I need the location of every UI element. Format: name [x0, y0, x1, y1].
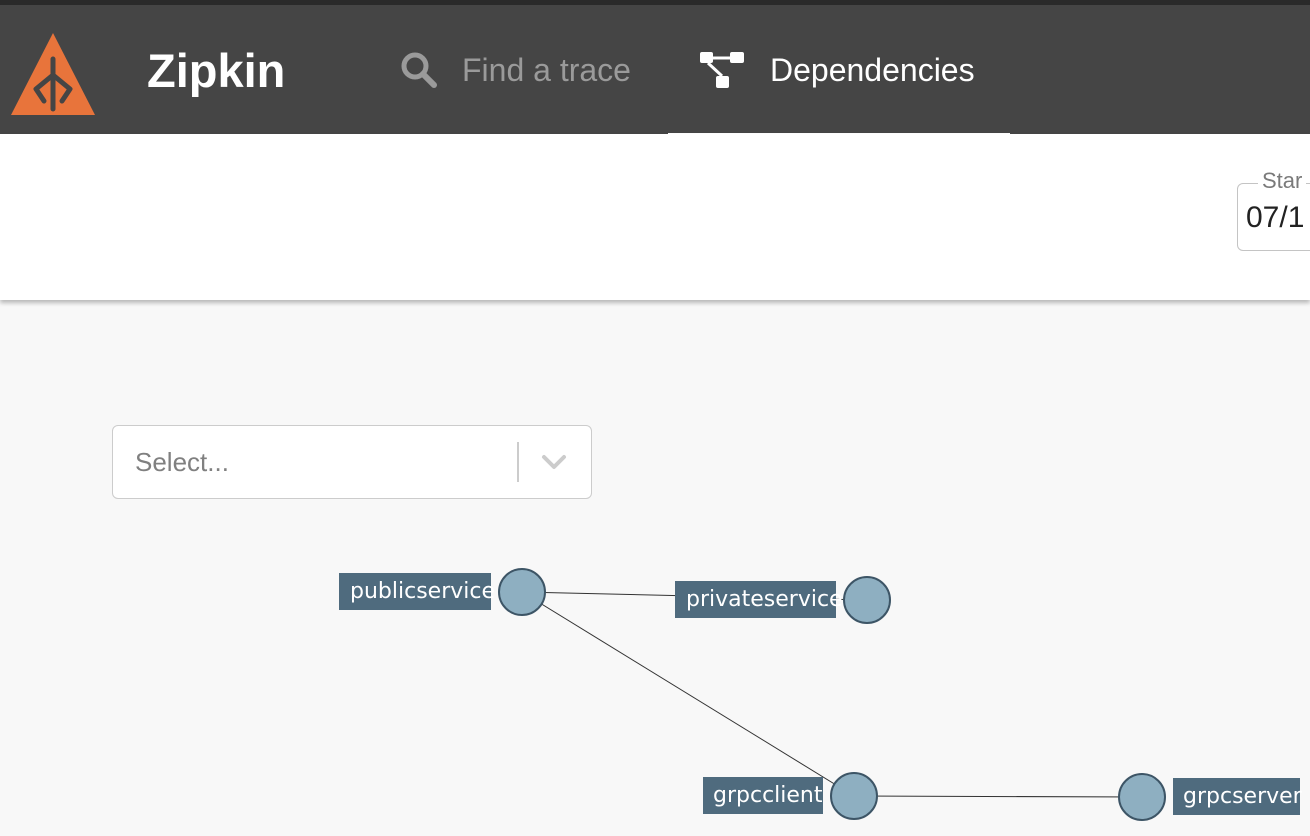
service-select[interactable]: Select...	[112, 425, 592, 499]
node-grpcclient[interactable]: grpcclient	[703, 772, 878, 820]
dependencies-content: publicservice privateservice grpcclient …	[0, 300, 1310, 836]
select-separator	[517, 442, 519, 482]
node-circle[interactable]	[1118, 773, 1166, 821]
node-label: grpcclient	[713, 783, 823, 808]
dependencies-icon	[698, 50, 746, 90]
node-label: publicservice	[350, 579, 495, 604]
tab-dependencies[interactable]: Dependencies	[668, 5, 1010, 134]
node-label: grpcserver	[1183, 784, 1303, 809]
app-brand[interactable]: Zipkin	[147, 44, 286, 97]
node-label: privateservice	[686, 587, 843, 612]
node-circle[interactable]	[843, 576, 891, 624]
edge-grpcclient-grpcserver	[853, 795, 1143, 798]
node-label-background	[1173, 778, 1300, 815]
node-label-background	[675, 581, 836, 618]
search-icon	[400, 51, 438, 89]
edge-publicservice-grpcclient	[521, 591, 855, 797]
start-time-field[interactable]: 07/1	[1237, 183, 1310, 251]
node-publicservice[interactable]: publicservice	[339, 568, 546, 616]
start-time-label: Star	[1258, 168, 1307, 194]
dependencies-toolbar: 07/1 Star	[0, 134, 1310, 300]
node-label-background	[339, 573, 491, 610]
dependency-graph[interactable]: publicservice privateservice grpcclient …	[0, 300, 1310, 836]
node-circle[interactable]	[830, 772, 878, 820]
zipkin-logo-icon[interactable]	[8, 29, 98, 121]
node-grpcserver[interactable]: grpcserver	[1118, 773, 1303, 821]
tab-dependencies-label: Dependencies	[770, 51, 975, 88]
start-time-value[interactable]: 07/1	[1246, 201, 1305, 234]
node-label-background	[703, 777, 823, 814]
tab-find-a-trace-label: Find a trace	[462, 51, 631, 88]
node-circle[interactable]	[498, 568, 546, 616]
node-privateservice[interactable]: privateservice	[675, 576, 891, 624]
chevron-down-icon[interactable]	[541, 452, 567, 477]
top-navigation-bar: Zipkin Find a trace Dependencies	[0, 0, 1310, 139]
tab-find-a-trace[interactable]: Find a trace	[400, 5, 631, 134]
service-select-placeholder: Select...	[135, 447, 229, 477]
